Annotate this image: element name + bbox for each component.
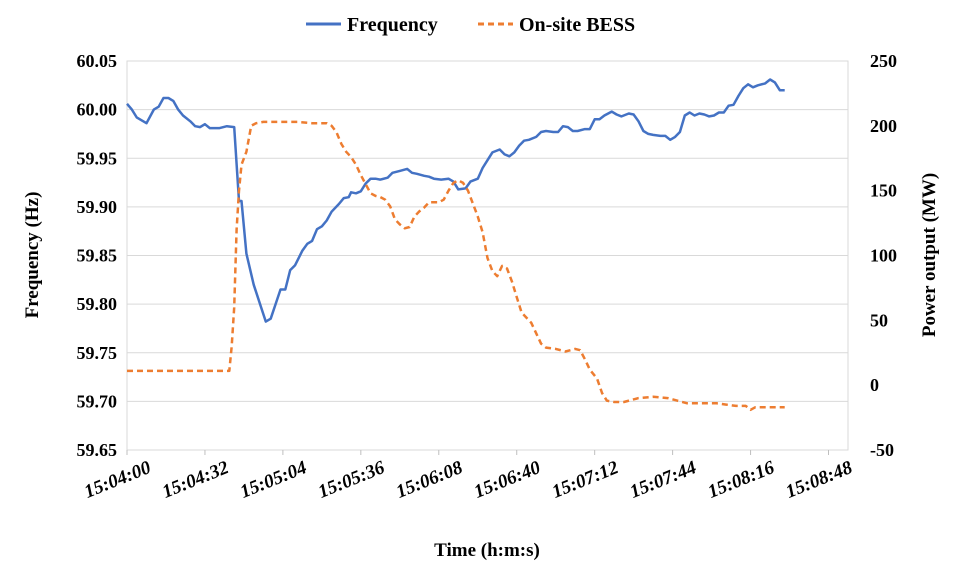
x-tick-label: 15:05:04 bbox=[237, 457, 309, 503]
x-tick-label: 15:05:36 bbox=[315, 457, 388, 503]
y-tick-label: 59.85 bbox=[77, 246, 118, 266]
x-tick-label: 15:08:16 bbox=[705, 457, 778, 503]
x-axis-ticks: 15:04:00 15:04:32 15:05:04 15:05:36 15:06:08… bbox=[81, 457, 855, 503]
x-tick-label: 15:04:32 bbox=[159, 457, 232, 503]
y-axis-ticks: 59.65 59.70 59.75 59.80 59.85 59.90 59.95 60.00… bbox=[77, 51, 118, 460]
x-tick-label: 15:06:08 bbox=[393, 457, 466, 503]
y2-tick-label: -50 bbox=[870, 440, 894, 460]
x-tick-label: 15:07:44 bbox=[627, 457, 699, 503]
y2-tick-label: 200 bbox=[870, 116, 897, 136]
x-tick-label: 15:07:12 bbox=[549, 457, 622, 503]
y2-axis-ticks: -50 0 50 100 150 200 250 bbox=[870, 51, 897, 460]
legend-label-frequency: Frequency bbox=[347, 14, 438, 36]
y-tick-label: 59.80 bbox=[77, 294, 118, 314]
x-tick-label: 15:08:48 bbox=[783, 457, 856, 503]
series-line-frequency bbox=[126, 78, 785, 323]
y-tick-label: 59.75 bbox=[77, 343, 118, 363]
x-axis-tick-marks bbox=[126, 450, 830, 455]
series-line-bess bbox=[127, 120, 785, 412]
y2-tick-label: 150 bbox=[870, 181, 897, 201]
y-tick-label: 60.05 bbox=[77, 51, 118, 71]
series-lines bbox=[126, 78, 785, 412]
y-tick-label: 59.70 bbox=[77, 391, 118, 411]
x-tick-label: 15:04:00 bbox=[81, 457, 154, 503]
legend: Frequency On-site BESS bbox=[306, 14, 635, 36]
y2-tick-label: 250 bbox=[870, 51, 897, 71]
x-tick-label: 15:06:40 bbox=[471, 457, 544, 503]
x-axis-title: Time (h:m:s) bbox=[434, 540, 540, 561]
y-tick-label: 59.65 bbox=[77, 440, 118, 460]
y-tick-label: 59.95 bbox=[77, 148, 118, 168]
y2-tick-label: 0 bbox=[870, 375, 879, 395]
y2-tick-label: 100 bbox=[870, 246, 897, 266]
y2-axis-title: Power output (MW) bbox=[919, 173, 940, 337]
y-tick-label: 60.00 bbox=[77, 100, 118, 120]
y2-tick-label: 50 bbox=[870, 310, 888, 330]
y-tick-label: 59.90 bbox=[77, 197, 118, 217]
plot-area-frame bbox=[126, 60, 849, 451]
legend-label-bess: On-site BESS bbox=[519, 14, 635, 36]
y-axis-title: Frequency (Hz) bbox=[22, 192, 43, 319]
